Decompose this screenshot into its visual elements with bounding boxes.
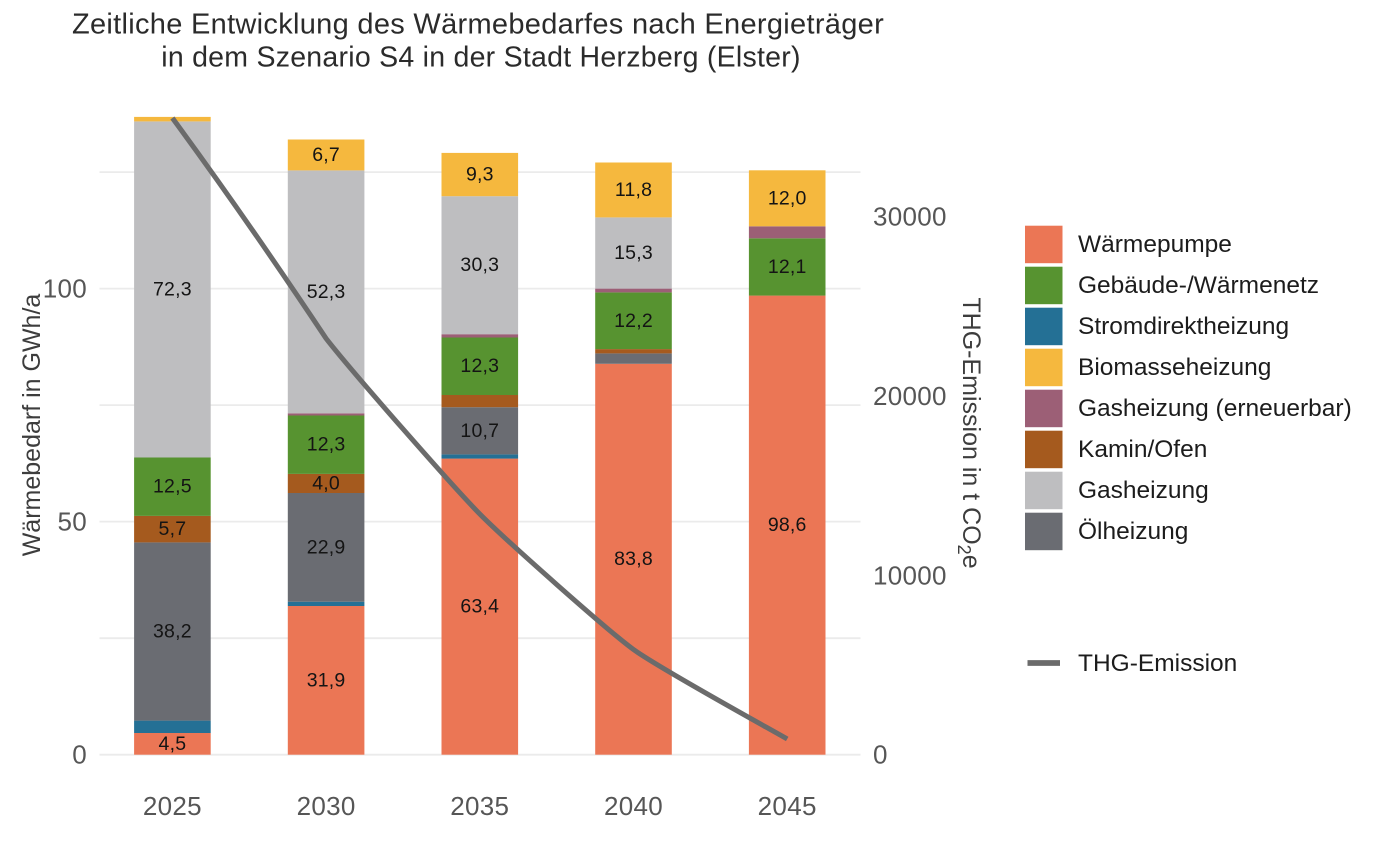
svg-text:Zeitliche Entwicklung des Wärm: Zeitliche Entwicklung des Wärmebedarfes … bbox=[72, 9, 884, 41]
svg-text:Wärmebedarf in GWh/a: Wärmebedarf in GWh/a bbox=[18, 294, 46, 557]
svg-text:Ölheizung: Ölheizung bbox=[1078, 518, 1188, 545]
svg-text:30000: 30000 bbox=[873, 202, 947, 232]
svg-text:9,3: 9,3 bbox=[466, 164, 494, 186]
svg-text:12,5: 12,5 bbox=[153, 476, 192, 498]
svg-text:in dem Szenario S4 in der Stad: in dem Szenario S4 in der Stadt Herzberg… bbox=[161, 42, 801, 74]
svg-text:38,2: 38,2 bbox=[153, 621, 192, 643]
svg-text:Gasheizung (erneuerbar): Gasheizung (erneuerbar) bbox=[1078, 395, 1352, 422]
svg-text:10000: 10000 bbox=[873, 560, 947, 590]
svg-text:52,3: 52,3 bbox=[307, 281, 346, 303]
svg-text:15,3: 15,3 bbox=[614, 242, 653, 264]
svg-text:Biomasseheizung: Biomasseheizung bbox=[1078, 354, 1271, 381]
svg-text:31,9: 31,9 bbox=[307, 669, 346, 691]
svg-text:Gebäude-/Wärmenetz: Gebäude-/Wärmenetz bbox=[1078, 272, 1319, 299]
svg-text:Wärmepumpe: Wärmepumpe bbox=[1078, 231, 1232, 258]
svg-text:50: 50 bbox=[57, 507, 87, 537]
svg-text:63,4: 63,4 bbox=[460, 596, 499, 618]
svg-text:100: 100 bbox=[43, 274, 87, 304]
svg-text:2040: 2040 bbox=[604, 791, 663, 821]
svg-text:6,7: 6,7 bbox=[312, 144, 340, 166]
svg-text:83,8: 83,8 bbox=[614, 548, 653, 570]
svg-text:Gasheizung: Gasheizung bbox=[1078, 477, 1209, 504]
svg-text:4,0: 4,0 bbox=[312, 472, 340, 494]
svg-text:THG-Emission: THG-Emission bbox=[1078, 650, 1237, 677]
svg-text:4,5: 4,5 bbox=[159, 733, 187, 755]
svg-text:98,6: 98,6 bbox=[768, 514, 807, 536]
svg-text:Kamin/Ofen: Kamin/Ofen bbox=[1078, 436, 1207, 463]
svg-text:11,8: 11,8 bbox=[615, 179, 652, 201]
svg-text:12,0: 12,0 bbox=[768, 187, 807, 209]
svg-text:30,3: 30,3 bbox=[460, 254, 499, 276]
svg-text:2035: 2035 bbox=[450, 791, 509, 821]
svg-text:2030: 2030 bbox=[297, 791, 356, 821]
svg-text:10,7: 10,7 bbox=[460, 420, 499, 442]
svg-text:72,3: 72,3 bbox=[153, 278, 192, 300]
svg-text:THG-Emission in t CO2e: THG-Emission in t CO2e bbox=[954, 297, 985, 568]
svg-text:12,3: 12,3 bbox=[460, 355, 499, 377]
svg-text:0: 0 bbox=[72, 740, 87, 770]
svg-text:12,2: 12,2 bbox=[614, 310, 653, 332]
svg-text:12,3: 12,3 bbox=[307, 434, 346, 456]
svg-text:22,9: 22,9 bbox=[307, 536, 346, 558]
svg-text:5,7: 5,7 bbox=[159, 518, 187, 540]
svg-text:20000: 20000 bbox=[873, 381, 947, 411]
svg-text:2045: 2045 bbox=[758, 791, 817, 821]
svg-text:2025: 2025 bbox=[143, 791, 202, 821]
svg-text:0: 0 bbox=[873, 740, 888, 770]
svg-text:12,1: 12,1 bbox=[768, 256, 807, 278]
svg-text:Stromdirektheizung: Stromdirektheizung bbox=[1078, 313, 1289, 340]
